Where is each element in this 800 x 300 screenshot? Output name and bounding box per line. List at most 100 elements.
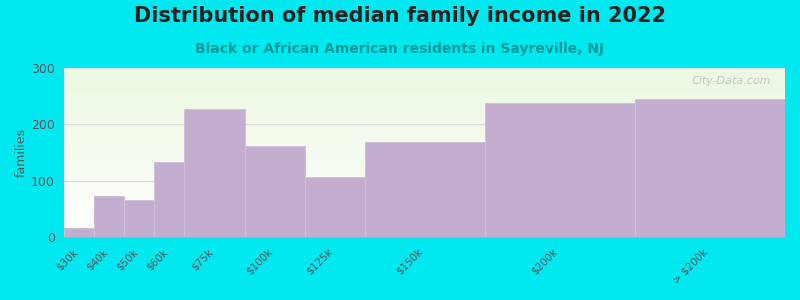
Bar <box>64 171 785 173</box>
Bar <box>64 90 785 92</box>
Text: City-Data.com: City-Data.com <box>691 76 770 86</box>
Bar <box>64 205 785 206</box>
Bar <box>64 93 785 95</box>
Bar <box>64 201 785 203</box>
Bar <box>64 173 785 174</box>
Bar <box>64 220 785 222</box>
Bar <box>64 134 785 136</box>
Bar <box>635 99 785 237</box>
Bar <box>64 152 785 154</box>
Bar <box>64 154 785 156</box>
Bar <box>64 181 785 183</box>
Bar <box>64 136 785 137</box>
Text: Black or African American residents in Sayreville, NJ: Black or African American residents in S… <box>195 42 605 56</box>
Bar <box>64 142 785 144</box>
Bar <box>64 137 785 139</box>
Bar <box>64 147 785 149</box>
Bar <box>245 146 305 237</box>
Bar <box>64 198 785 200</box>
Bar <box>64 191 785 193</box>
Bar <box>64 118 785 120</box>
Bar <box>64 110 785 112</box>
Bar <box>64 163 785 164</box>
Bar <box>64 88 785 90</box>
Bar <box>64 210 785 212</box>
Bar <box>64 112 785 114</box>
Bar <box>64 208 785 210</box>
Bar <box>64 156 785 158</box>
Bar <box>64 190 785 191</box>
Bar <box>64 174 785 176</box>
Bar <box>64 159 785 161</box>
Bar <box>64 103 785 105</box>
Bar <box>64 102 785 103</box>
Bar <box>64 141 785 142</box>
Bar <box>64 109 785 110</box>
Bar <box>64 78 785 80</box>
Bar <box>64 132 785 134</box>
Bar <box>94 196 125 237</box>
Bar <box>64 179 785 181</box>
Bar <box>64 97 785 98</box>
Bar <box>64 203 785 205</box>
Bar <box>64 82 785 83</box>
Bar <box>125 200 154 237</box>
Bar <box>64 164 785 166</box>
Bar <box>64 195 785 196</box>
Bar <box>64 129 785 130</box>
Bar <box>64 218 785 220</box>
Bar <box>64 217 785 218</box>
Bar <box>64 70 785 71</box>
Bar <box>64 107 785 109</box>
Bar <box>64 235 785 237</box>
Bar <box>64 68 785 70</box>
Bar <box>64 92 785 93</box>
Bar <box>64 75 785 76</box>
Bar <box>365 142 485 237</box>
Bar <box>64 125 785 127</box>
Bar <box>64 105 785 107</box>
Bar <box>64 176 785 178</box>
Bar <box>64 76 785 78</box>
Bar <box>64 230 785 232</box>
Bar <box>64 122 785 124</box>
Bar <box>64 168 785 169</box>
Bar <box>64 71 785 73</box>
Bar <box>64 146 785 147</box>
Bar <box>64 130 785 132</box>
Bar <box>64 115 785 117</box>
Bar <box>64 144 785 146</box>
Bar <box>64 83 785 85</box>
Bar <box>64 206 785 208</box>
Bar <box>64 120 785 122</box>
Bar <box>64 95 785 97</box>
Bar <box>185 109 245 237</box>
Bar <box>64 225 785 227</box>
Bar <box>64 200 785 201</box>
Bar <box>64 193 785 195</box>
Bar <box>485 103 635 237</box>
Bar <box>64 215 785 217</box>
Bar <box>154 162 185 237</box>
Bar <box>64 233 785 235</box>
Bar <box>64 124 785 125</box>
Bar <box>64 228 94 237</box>
Text: Distribution of median family income in 2022: Distribution of median family income in … <box>134 6 666 26</box>
Bar <box>64 87 785 88</box>
Bar <box>64 183 785 184</box>
Bar <box>64 98 785 100</box>
Bar <box>64 161 785 163</box>
Bar <box>64 222 785 223</box>
Bar <box>64 151 785 152</box>
Bar <box>64 213 785 215</box>
Bar <box>64 100 785 102</box>
Bar <box>64 223 785 225</box>
Bar <box>64 158 785 159</box>
Bar <box>64 114 785 115</box>
Bar <box>64 184 785 186</box>
Bar <box>64 139 785 141</box>
Bar <box>64 169 785 171</box>
Bar <box>64 196 785 198</box>
Bar <box>64 149 785 151</box>
Bar <box>64 178 785 179</box>
